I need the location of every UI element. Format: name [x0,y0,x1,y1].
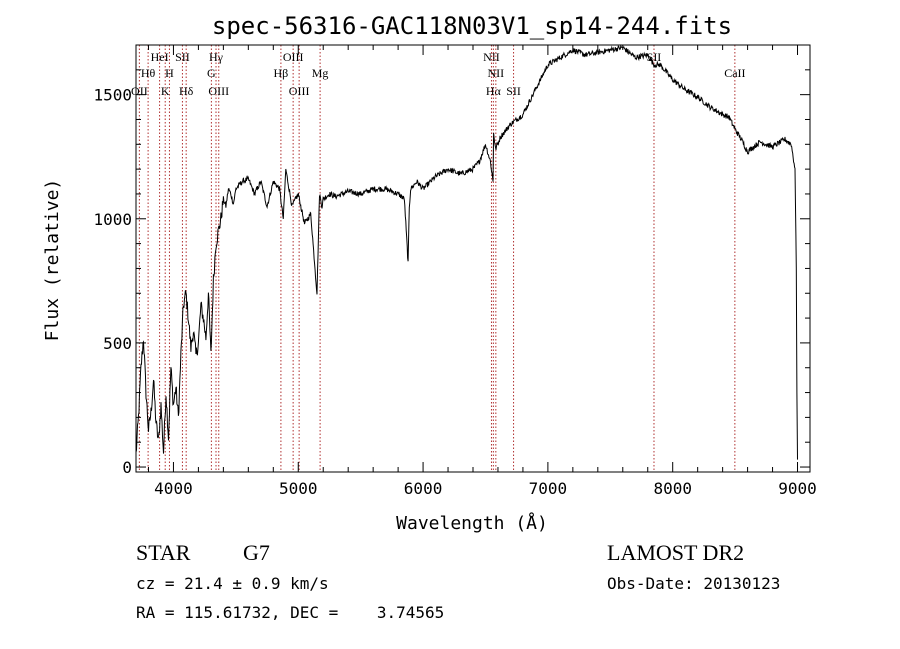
redshift-text: cz = 21.4 ± 0.9 km/s [136,574,329,593]
axes: 4000 5000 6000 7000 8000 9000 0 500 1000 1500 [93,44,817,498]
line-marker-label: SII [175,50,190,64]
obs-date-text: Obs-Date: 20130123 [607,574,781,593]
line-marker-label: NII [488,66,505,80]
line-marker-label: Mg [312,66,329,80]
x-tick-label: 4000 [154,479,193,498]
class-label: STAR [136,540,191,565]
line-marker-label: HeI [151,50,169,64]
x-tick-label: 6000 [404,479,443,498]
line-marker-label: OIII [289,84,310,98]
line-marker-label: Hθ [141,66,156,80]
x-axis-label: Wavelength (Å) [396,512,548,534]
plot-area [135,44,798,460]
x-tick-label: 9000 [778,479,817,498]
line-marker-label: OII [131,84,148,98]
subclass-label: G7 [243,540,270,565]
line-marker-label: OIII [208,84,229,98]
line-marker-label: Hδ [179,84,194,98]
line-marker-label: Hβ [274,66,289,80]
y-axis-label: Flux (relative) [42,179,63,342]
y-tick-label: 1500 [93,86,132,105]
y-tick-label: 500 [103,334,132,353]
chart-title: spec-56316-GAC118N03V1_sp14-244.fits [212,12,732,40]
line-marker-label: Hγ [209,50,224,64]
line-marker-label: NII [483,50,500,64]
x-tick-label: 5000 [279,479,318,498]
line-marker-label: SII [506,84,521,98]
x-tick-label: 8000 [653,479,692,498]
line-marker-label: CaII [724,66,745,80]
spectrum-line [135,44,798,460]
coordinates-text: RA = 115.61732, DEC = 3.74565 [136,603,445,622]
plot-frame [135,44,811,473]
survey-label: LAMOST DR2 [607,540,745,565]
x-tick-label: 7000 [529,479,568,498]
line-marker-label: OIII [283,50,304,64]
line-marker-label: G [207,66,216,80]
line-marker-label: K [161,84,170,98]
line-markers: HθOIIHeIKHSIIHδGHγOIIIHβOIIIOIIIMgNIIHαN… [131,45,746,472]
line-marker-label: H [165,66,174,80]
y-tick-label: 0 [122,458,132,477]
y-tick-label: 1000 [93,210,132,229]
line-marker-label: Hα [486,84,502,98]
